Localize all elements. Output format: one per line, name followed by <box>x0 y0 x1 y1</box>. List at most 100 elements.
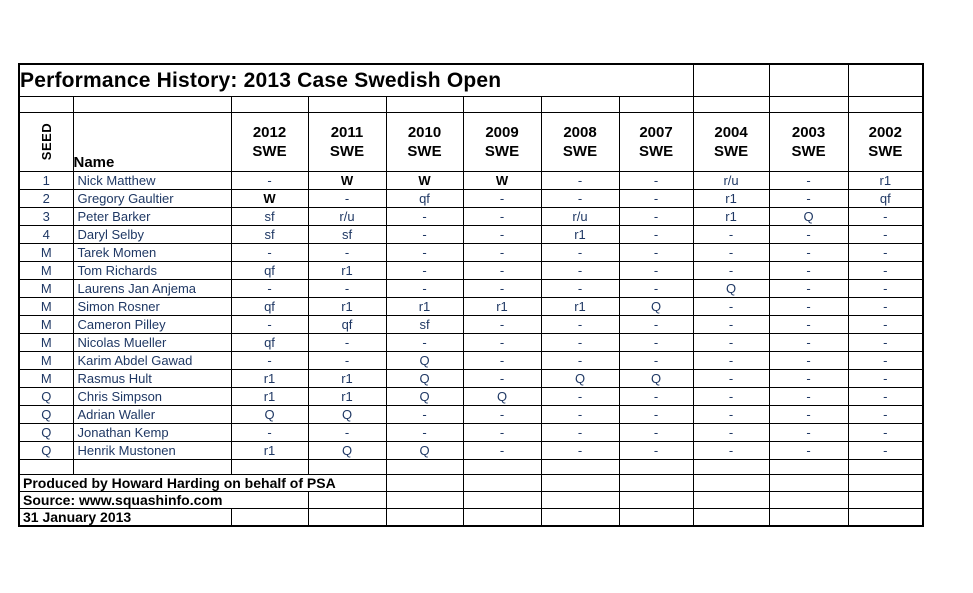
result-cell: - <box>230 171 309 190</box>
result-cell: - <box>618 261 694 280</box>
result-cell: - <box>692 369 770 388</box>
empty-cell <box>618 459 694 475</box>
result-cell: - <box>768 225 849 244</box>
result-cell: - <box>618 405 694 424</box>
result-cell: r1 <box>230 369 309 388</box>
result-cell: - <box>618 279 694 298</box>
seed-cell: M <box>18 351 74 370</box>
player-name-cell: Chris Simpson <box>72 387 232 406</box>
result-cell: - <box>385 423 464 442</box>
empty-cell <box>618 96 694 113</box>
empty-cell <box>540 508 620 527</box>
empty-cell <box>230 459 309 475</box>
result-cell: - <box>768 369 849 388</box>
result-cell: - <box>692 261 770 280</box>
result-cell: - <box>768 171 849 190</box>
seed-cell: M <box>18 261 74 280</box>
player-row: M Nicolas Mueller qf - - - - - - - - <box>18 333 924 352</box>
result-cell: r/u <box>307 207 387 226</box>
empty-cell <box>847 508 924 527</box>
player-name-cell: Daryl Selby <box>72 225 232 244</box>
year-label: 2011 <box>330 123 364 141</box>
result-cell: - <box>692 333 770 352</box>
result-cell: - <box>385 405 464 424</box>
empty-cell <box>540 459 620 475</box>
player-name-cell: Nicolas Mueller <box>72 333 232 352</box>
empty-cell <box>692 491 770 509</box>
result-cell: - <box>768 333 849 352</box>
result-cell: - <box>462 351 542 370</box>
year-label: 2004 <box>714 123 748 141</box>
player-name-cell: Cameron Pilley <box>72 315 232 334</box>
seed-cell: 4 <box>18 225 74 244</box>
empty-cell <box>768 459 849 475</box>
player-row: M Cameron Pilley - qf sf - - - - - - <box>18 315 924 334</box>
result-cell: - <box>230 315 309 334</box>
empty-cell <box>540 96 620 113</box>
player-name-cell: Jonathan Kemp <box>72 423 232 442</box>
result-cell: r1 <box>847 171 924 190</box>
player-row: 1 Nick Matthew - W W W - - r/u - r1 <box>18 171 924 190</box>
year-label: 2012 <box>252 123 287 141</box>
footer-date-row: 31 January 2013 <box>18 508 924 527</box>
result-cell: r1 <box>230 441 309 460</box>
player-name-cell: Tom Richards <box>72 261 232 280</box>
seed-cell: Q <box>18 387 74 406</box>
header-row: SEED Name 2012 SWE 2011 SWE 2010 SWE 2009 SWE 20… <box>18 112 924 172</box>
year-column-header: 2003 SWE <box>768 112 849 172</box>
year-label: 2002 <box>868 123 902 141</box>
result-cell: - <box>462 261 542 280</box>
empty-cell <box>462 459 542 475</box>
empty-cell <box>385 459 464 475</box>
player-row: 3 Peter Barker sf r/u - - r/u - r1 Q - <box>18 207 924 226</box>
player-name-cell: Karim Abdel Gawad <box>72 351 232 370</box>
result-cell: - <box>847 369 924 388</box>
year-column-header: 2010 SWE <box>385 112 464 172</box>
result-cell: - <box>307 243 387 262</box>
player-name-cell: Henrik Mustonen <box>72 441 232 460</box>
result-cell: - <box>847 423 924 442</box>
player-name-cell: Tarek Momen <box>72 243 232 262</box>
tour-code-label: SWE <box>713 143 749 160</box>
result-cell: - <box>540 333 620 352</box>
tour-code-label: SWE <box>329 143 365 160</box>
player-name-cell: Rasmus Hult <box>72 369 232 388</box>
player-row: M Rasmus Hult r1 r1 Q - Q Q - - - <box>18 369 924 388</box>
result-cell: - <box>462 369 542 388</box>
empty-cell <box>847 474 924 492</box>
seed-cell: 2 <box>18 189 74 208</box>
result-cell: W <box>462 171 542 190</box>
result-cell: - <box>692 351 770 370</box>
empty-cell <box>230 96 309 113</box>
result-cell: - <box>768 243 849 262</box>
seed-cell: M <box>18 369 74 388</box>
pre-footer-spacer-row <box>18 459 924 475</box>
result-cell: - <box>540 279 620 298</box>
result-cell: - <box>847 441 924 460</box>
empty-cell <box>847 63 924 97</box>
empty-cell <box>72 96 232 113</box>
result-cell: - <box>462 423 542 442</box>
tour-code-label: SWE <box>868 143 903 160</box>
result-cell: - <box>462 405 542 424</box>
result-cell: r1 <box>692 189 770 208</box>
title-row: Performance History: 2013 Case Swedish O… <box>18 63 924 97</box>
result-cell: - <box>230 423 309 442</box>
empty-cell <box>847 459 924 475</box>
year-column-header: 2008 SWE <box>540 112 620 172</box>
empty-cell <box>540 491 620 509</box>
result-cell: r1 <box>462 297 542 316</box>
player-row: 2 Gregory Gaultier W - qf - - - r1- qf <box>18 189 924 208</box>
year-label: 2009 <box>485 123 519 141</box>
empty-cell <box>768 96 849 113</box>
empty-cell <box>768 508 849 527</box>
empty-cell <box>618 491 694 509</box>
empty-cell <box>768 474 849 492</box>
seed-cell: 1 <box>18 171 74 190</box>
result-cell: qf <box>847 189 924 208</box>
result-cell: - <box>462 189 542 208</box>
result-cell: Q <box>768 207 849 226</box>
result-cell: qf <box>230 333 309 352</box>
result-cell: - <box>768 441 849 460</box>
empty-cell <box>692 63 770 97</box>
